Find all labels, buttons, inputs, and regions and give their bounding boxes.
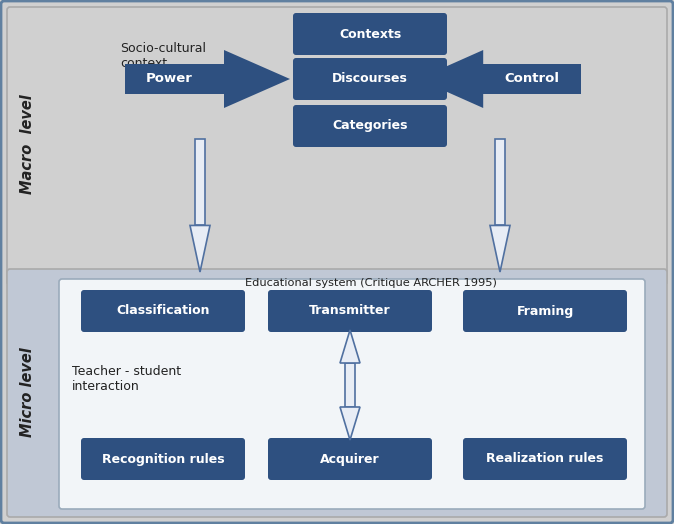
Polygon shape — [195, 139, 205, 225]
Text: Recognition rules: Recognition rules — [102, 453, 224, 465]
Polygon shape — [224, 50, 290, 108]
Polygon shape — [340, 330, 360, 363]
FancyBboxPatch shape — [293, 58, 447, 100]
Text: Acquirer: Acquirer — [320, 453, 380, 465]
Polygon shape — [483, 64, 581, 94]
Text: Educational system (Critique ARCHER 1995): Educational system (Critique ARCHER 1995… — [245, 278, 497, 288]
Polygon shape — [190, 225, 210, 272]
Text: Macro  level: Macro level — [20, 94, 36, 194]
Polygon shape — [345, 363, 355, 407]
Polygon shape — [490, 225, 510, 272]
Polygon shape — [340, 407, 360, 440]
Text: Discourses: Discourses — [332, 72, 408, 85]
FancyBboxPatch shape — [293, 105, 447, 147]
Text: Power: Power — [146, 72, 193, 85]
Text: Teacher - student
interaction: Teacher - student interaction — [72, 365, 181, 393]
Text: Realization rules: Realization rules — [487, 453, 604, 465]
Polygon shape — [495, 139, 505, 225]
FancyBboxPatch shape — [268, 438, 432, 480]
FancyBboxPatch shape — [463, 438, 627, 480]
Text: Socio-cultural
context: Socio-cultural context — [120, 42, 206, 70]
FancyBboxPatch shape — [463, 290, 627, 332]
Text: Categories: Categories — [332, 119, 408, 133]
FancyBboxPatch shape — [81, 438, 245, 480]
FancyBboxPatch shape — [7, 7, 667, 285]
FancyBboxPatch shape — [7, 269, 667, 517]
Text: Micro level: Micro level — [20, 347, 36, 437]
FancyBboxPatch shape — [81, 290, 245, 332]
FancyBboxPatch shape — [293, 13, 447, 55]
Text: Transmitter: Transmitter — [309, 304, 391, 318]
Text: Control: Control — [505, 72, 559, 85]
Polygon shape — [418, 50, 483, 108]
Text: Classification: Classification — [116, 304, 210, 318]
Text: Contexts: Contexts — [339, 27, 401, 40]
Text: Framing: Framing — [516, 304, 574, 318]
FancyBboxPatch shape — [59, 279, 645, 509]
Polygon shape — [125, 64, 224, 94]
FancyBboxPatch shape — [268, 290, 432, 332]
